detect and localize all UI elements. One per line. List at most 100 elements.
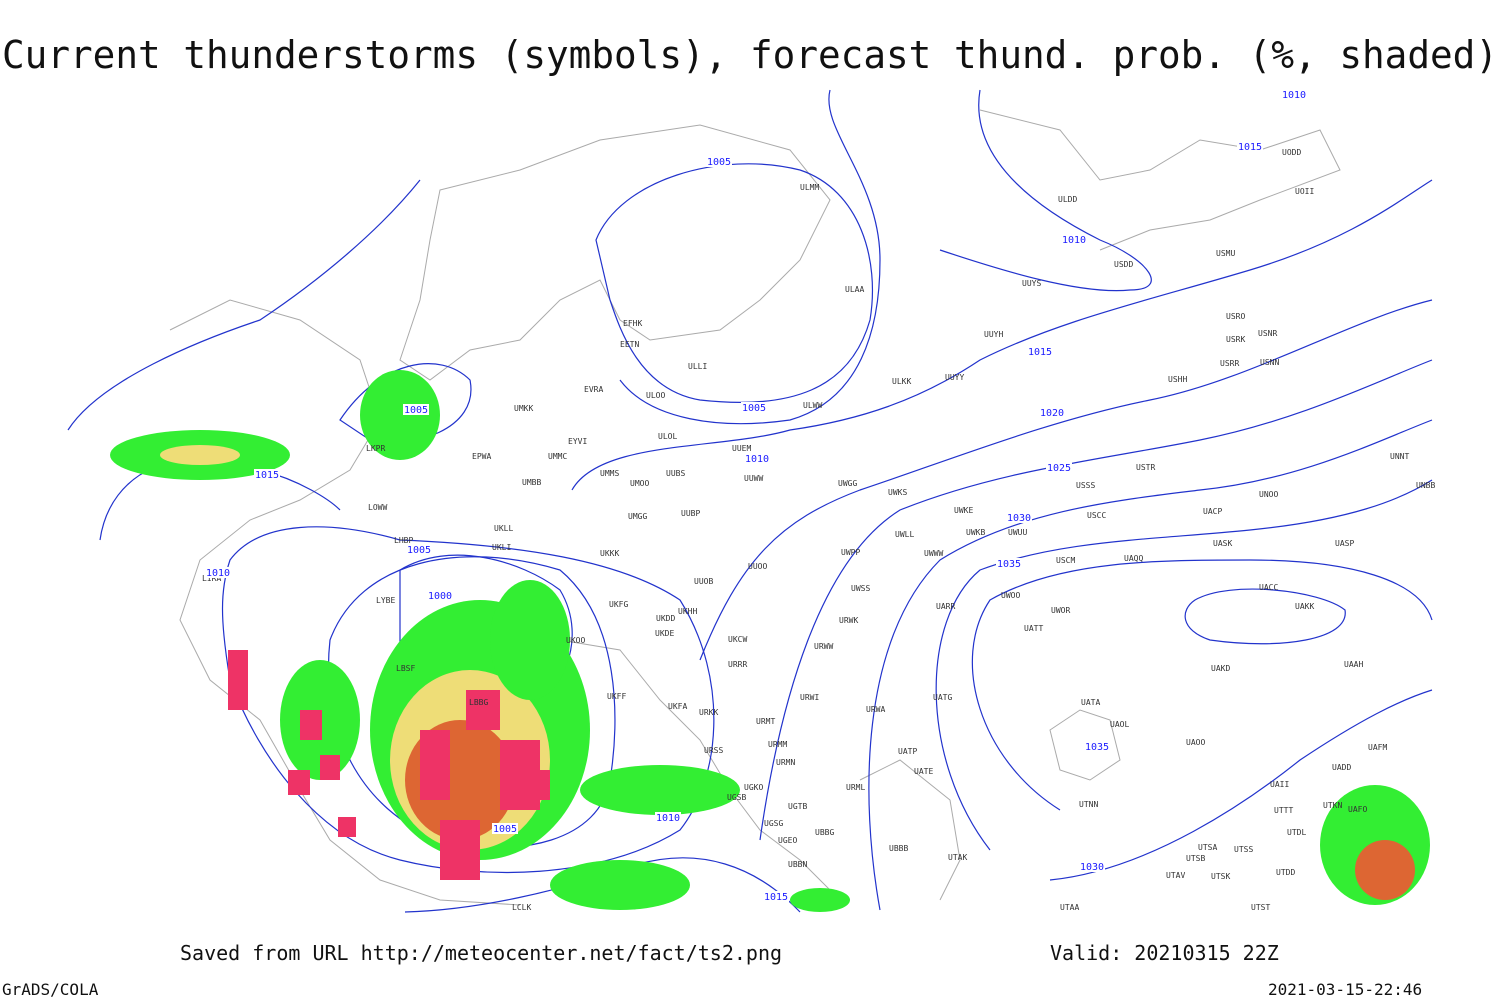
- station-code: URWA: [866, 705, 885, 714]
- station-code: UGTB: [788, 802, 807, 811]
- station-code: UKKK: [600, 549, 619, 558]
- isobar-label-bg: [1061, 234, 1087, 245]
- station-code: UAKK: [1295, 602, 1314, 611]
- isobar-label-bg: [996, 558, 1022, 569]
- station-code: ULOO: [646, 391, 665, 400]
- station-code: UUBS: [666, 469, 685, 478]
- station-code: UGEO: [778, 836, 797, 845]
- station-code: USSS: [1076, 481, 1095, 490]
- station-code: UWWW: [924, 549, 943, 558]
- isobar-label: 1010: [1062, 235, 1086, 246]
- station-code: UKDE: [655, 629, 674, 638]
- isobar-label-bg: [1079, 861, 1105, 872]
- station-code: UWLL: [895, 530, 914, 539]
- station-code: ULMM: [800, 183, 819, 192]
- station-code: ULWW: [803, 401, 822, 410]
- station-code: USNN: [1260, 358, 1279, 367]
- station-code: UBBB: [889, 844, 908, 853]
- station-code: LKPR: [366, 444, 385, 453]
- station-code: UKFG: [609, 600, 628, 609]
- station-code: UWUU: [1008, 528, 1027, 537]
- station-code: LYBE: [376, 596, 395, 605]
- station-code: UACP: [1203, 507, 1222, 516]
- isobar-label: 1005: [742, 403, 766, 414]
- isobar-label: 1010: [206, 568, 230, 579]
- isobar-label: 1035: [997, 559, 1021, 570]
- storm-symbols: [228, 650, 550, 880]
- station-code: UWKE: [954, 506, 973, 515]
- isobar-label-bg: [1006, 512, 1032, 523]
- station-code: URWW: [814, 642, 833, 651]
- station-code: UARR: [936, 602, 955, 611]
- station-code: UKFA: [668, 702, 687, 711]
- station-code: UMGG: [628, 512, 647, 521]
- station-code: EPWA: [472, 452, 491, 461]
- station-code: UWKS: [888, 488, 907, 497]
- station-code: EFHK: [623, 319, 642, 328]
- isobar-label-bg: [1237, 141, 1263, 152]
- isobar-label-bg: [655, 812, 681, 823]
- isobar-label-bg: [1027, 346, 1053, 357]
- station-code: UTAK: [948, 853, 967, 862]
- station-code: USDD: [1114, 260, 1133, 269]
- station-code: USCM: [1056, 556, 1075, 565]
- station-code: UGKO: [744, 783, 763, 792]
- isobar-label: 1015: [1238, 142, 1262, 153]
- station-code: UATP: [898, 747, 917, 756]
- station-code: UTSS: [1234, 845, 1253, 854]
- station-code: UUEM: [732, 444, 751, 453]
- station-code: LBBG: [469, 698, 488, 707]
- station-code: UADD: [1332, 763, 1351, 772]
- station-code: LOWW: [368, 503, 387, 512]
- station-code: UAKD: [1211, 664, 1230, 673]
- station-code: URMM: [768, 740, 787, 749]
- station-code: UAFO: [1348, 805, 1367, 814]
- station-code: UASK: [1213, 539, 1232, 548]
- station-code: UATT: [1024, 624, 1043, 633]
- station-code: UKFF: [607, 692, 626, 701]
- station-code: UTSK: [1211, 872, 1230, 881]
- isobar-label: 1010: [1282, 90, 1306, 101]
- station-code: ULKK: [892, 377, 911, 386]
- station-code: UUOO: [748, 562, 767, 571]
- station-code: UTSB: [1186, 854, 1205, 863]
- station-code: UTAV: [1166, 871, 1185, 880]
- station-code: UKCW: [728, 635, 747, 644]
- station-code: UATA: [1081, 698, 1100, 707]
- station-code: USTR: [1136, 463, 1155, 472]
- station-code: URMN: [776, 758, 795, 767]
- station-code: UBBN: [788, 860, 807, 869]
- title: Current thunderstorms (symbols), forecas…: [2, 33, 1498, 77]
- station-code: URWI: [800, 693, 819, 702]
- station-code: LIRA: [202, 574, 221, 583]
- station-code: UKDD: [656, 614, 675, 623]
- station-code: UNNT: [1390, 452, 1409, 461]
- station-code: UMOO: [630, 479, 649, 488]
- station-code: URML: [846, 783, 865, 792]
- isobar-label-bg: [403, 404, 429, 415]
- station-code: LCLK: [512, 903, 531, 912]
- station-code: UNOO: [1259, 490, 1278, 499]
- station-code: UKOO: [566, 636, 585, 645]
- isobar-label-bg: [427, 590, 453, 601]
- station-code: UKLL: [494, 524, 513, 533]
- station-code: UACC: [1259, 583, 1278, 592]
- station-code: USCC: [1087, 511, 1106, 520]
- station-code: USMU: [1216, 249, 1235, 258]
- station-code: USHH: [1168, 375, 1187, 384]
- station-code: UUYH: [984, 330, 1003, 339]
- isobar-label: 1015: [255, 470, 279, 481]
- map: ULMM ULDD UODD UOII USMU USDD ULAA UUYS USRO USRK…: [67, 88, 1435, 913]
- station-code: UAAH: [1344, 660, 1363, 669]
- station-labels: ULMM ULDD UODD UOII USMU USDD ULAA UUYS USRO USRK…: [202, 148, 1435, 912]
- isobar-label-bg: [406, 544, 432, 555]
- isobar-label-bg: [492, 823, 518, 834]
- station-code: ULAA: [845, 285, 864, 294]
- source-url: Saved from URL http://meteocenter.net/fa…: [180, 941, 782, 965]
- isobar-label: 1015: [1028, 347, 1052, 358]
- isobar-label: 1010: [745, 454, 769, 465]
- isobar-label-bg: [254, 469, 280, 480]
- station-code: USNR: [1258, 329, 1277, 338]
- isobar-label: 1030: [1080, 862, 1104, 873]
